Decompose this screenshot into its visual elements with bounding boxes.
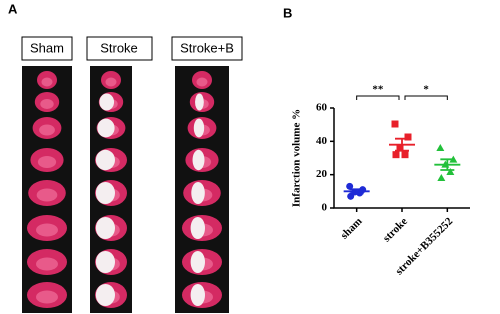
y-tick-label: 20 <box>316 168 328 180</box>
point <box>401 151 409 159</box>
infarct <box>193 118 205 138</box>
infarct <box>95 216 115 240</box>
slice-core <box>37 156 57 168</box>
panel-label: A <box>8 1 18 16</box>
label-box <box>171 36 243 61</box>
slice-core <box>36 188 58 202</box>
error-bar <box>395 137 409 152</box>
significance-bracket <box>356 95 400 100</box>
error-bar <box>349 188 364 195</box>
point <box>346 182 354 190</box>
slice-core <box>36 290 58 304</box>
infarct <box>191 181 205 205</box>
y-tick-label: 40 <box>316 135 328 147</box>
column-label: Sham <box>30 40 64 55</box>
infarct <box>95 250 115 274</box>
infarct <box>195 93 204 111</box>
point <box>437 174 446 181</box>
infarct <box>99 93 115 111</box>
infarct <box>97 118 115 138</box>
y-tick-label: 60 <box>316 102 328 114</box>
slice-core <box>40 99 54 109</box>
y-axis-label: Infarction volume % <box>291 109 303 207</box>
point <box>436 144 445 151</box>
significance-bracket <box>404 95 448 100</box>
point <box>404 133 412 141</box>
point <box>392 151 400 159</box>
slice-core <box>41 77 53 87</box>
infarct <box>190 250 205 274</box>
significance-label: * <box>423 84 429 96</box>
x-tick-label: stroke <box>381 215 410 244</box>
significance-label: ** <box>372 84 384 96</box>
label-box <box>21 36 73 61</box>
x-tick-label: sham <box>338 215 364 241</box>
slice-core <box>105 77 117 87</box>
image-panel: Sham Stroke Stroke+B <box>21 36 243 313</box>
slice-core <box>36 223 58 237</box>
infarct <box>190 216 205 240</box>
infarct <box>192 149 205 171</box>
column-label: Stroke+B <box>180 40 234 55</box>
infarct <box>95 181 115 205</box>
panel-label: B <box>283 5 292 20</box>
point <box>347 192 355 200</box>
infarct <box>190 283 205 307</box>
point <box>391 120 399 128</box>
point <box>396 144 404 152</box>
error-bar <box>440 158 455 171</box>
column-label: Stroke <box>100 40 138 55</box>
y-tick-label: 0 <box>322 202 328 214</box>
slice-core <box>196 77 208 87</box>
infarct <box>95 283 115 307</box>
label-box <box>86 36 153 61</box>
slice-core <box>39 124 55 136</box>
slice-core <box>36 257 58 271</box>
point <box>446 168 455 175</box>
infarct <box>95 149 115 171</box>
